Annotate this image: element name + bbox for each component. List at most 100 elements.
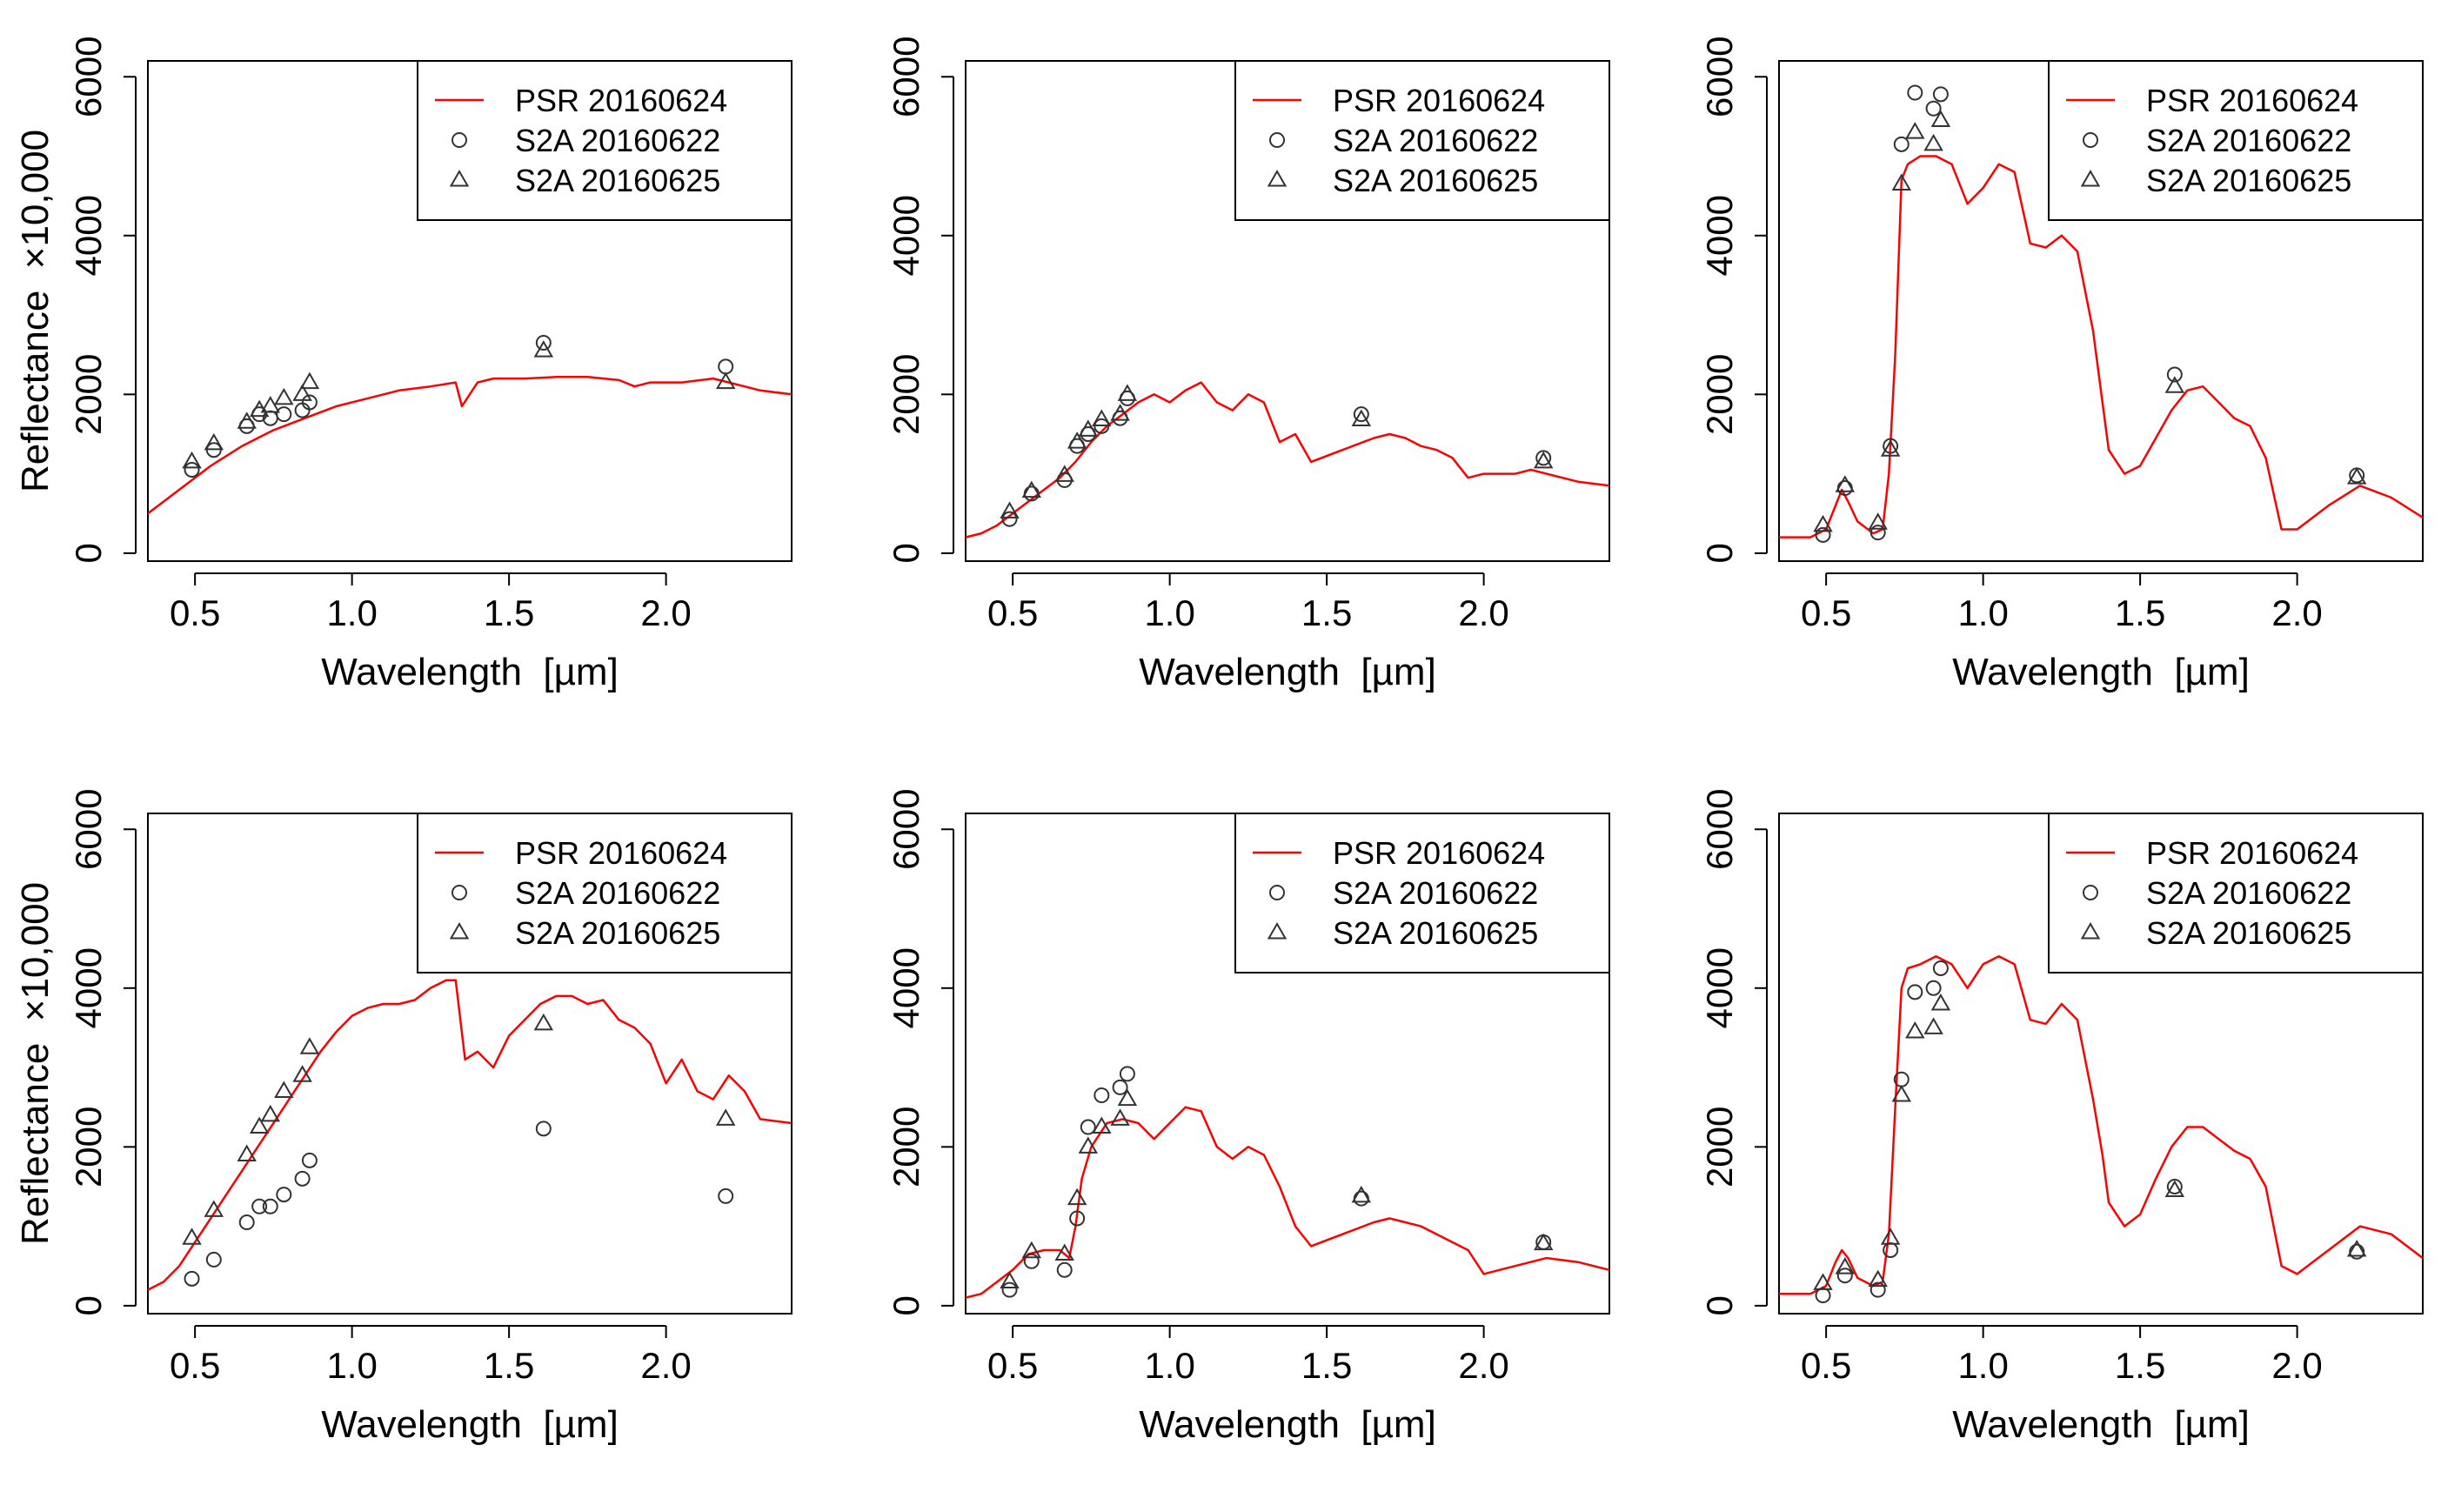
data-point-s2a-0622 [1932,960,1949,976]
data-point-s2a-0622 [2166,366,2183,383]
x-tick-label: 1.5 [484,592,534,633]
y-tick-label: 4000 [68,947,109,1028]
legend: PSR 20160624 S2A 20160622 S2A 20160625 [2048,813,2424,973]
data-point-s2a-0622 [1119,1066,1135,1082]
data-point-s2a-0622 [205,1251,222,1268]
data-point-s2a-0622 [1535,450,1552,466]
data-point-s2a-0625 [1092,1116,1112,1134]
legend-entry-label: S2A 20160625 [1333,915,1538,951]
legend-entry-label: S2A 20160625 [2146,163,2351,198]
chart-panel-bottom-left: 0.5 1.0 1.5 2.0 Wavelength [µm] 0 2000 4000 6000… [14,789,793,1446]
data-point-s2a-0622 [1925,980,1942,996]
data-point-s2a-0622 [1893,136,1910,152]
chart-panel-bottom-right: 0.5 1.0 1.5 2.0 Wavelength [µm] 0 2000 4000 6000… [1699,789,2424,1446]
data-point-s2a-0625 [1930,110,1951,127]
legend-key-triangle [1267,921,1288,940]
legend-entry-label: S2A 20160622 [1333,123,1538,158]
legend-key-circle [2083,132,2098,148]
y-tick-label: 0 [1699,543,1740,563]
data-point-s2a-0625 [1880,439,1901,457]
data-point-s2a-0622 [1815,526,1831,543]
data-point-s2a-0625 [1021,1241,1042,1259]
data-point-s2a-0625 [1835,1257,1856,1274]
data-point-s2a-0625 [299,371,320,390]
data-point-s2a-0622 [1836,1268,1853,1284]
legend-box [417,813,793,973]
series-line-psr [1779,955,2423,1295]
x-tick-label: 1.0 [1957,1345,2008,1386]
data-point-s2a-0622 [1907,984,1923,1000]
data-point-s2a-0622 [262,1198,278,1214]
legend-key-circle [1269,132,1285,148]
legend-entry-label: S2A 20160622 [1333,875,1538,911]
data-point-s2a-0622 [251,1198,268,1214]
x-tick-label: 2.0 [2271,1345,2322,1386]
data-point-s2a-0625 [1868,512,1888,530]
x-axis-label: Wavelength [µm] [321,1403,619,1446]
series-line-psr [148,979,792,1291]
data-point-s2a-0625 [2346,1239,2367,1257]
data-point-s2a-0625 [1000,1271,1020,1288]
data-point-s2a-0625 [2164,1180,2185,1198]
data-point-s2a-0622 [1001,1281,1018,1298]
x-tick-label: 1.5 [2115,1345,2165,1386]
data-point-s2a-0622 [1883,1241,1899,1258]
y-tick-label: 6000 [886,37,926,117]
legend-box [2048,813,2424,973]
y-tick-label: 6000 [68,789,109,870]
legend-entry-label: PSR 20160624 [1333,83,1545,118]
legend-box [1234,813,1610,973]
data-point-s2a-0622 [1883,438,1899,454]
data-point-s2a-0625 [1868,1269,1888,1288]
y-tick-label: 2000 [1699,1107,1740,1188]
data-point-s2a-0622 [1001,511,1018,527]
data-point-s2a-0622 [1056,1261,1073,1278]
data-point-s2a-0622 [294,402,311,418]
data-point-s2a-0625 [260,1104,281,1122]
chart-panel-top-right: 0.5 1.0 1.5 2.0 Wavelength [µm] 0 2000 4000 6000… [1699,37,2424,693]
data-point-s2a-0622 [294,1170,311,1187]
data-point-s2a-0622 [1815,1288,1831,1304]
data-point-s2a-0625 [1067,432,1087,449]
legend: PSR 20160624 S2A 20160622 S2A 20160625 [417,813,793,973]
data-point-s2a-0625 [292,1065,312,1082]
data-point-s2a-0625 [1835,475,1856,492]
data-point-s2a-0625 [1117,384,1138,401]
legend: PSR 20160624 S2A 20160622 S2A 20160625 [417,60,793,221]
x-tick-label: 1.0 [1144,1345,1194,1386]
legend-entry-label: S2A 20160622 [2146,875,2351,911]
data-point-s2a-0622 [1932,86,1949,103]
y-tick-label: 4000 [68,195,109,276]
y-tick-label: 2000 [886,354,926,435]
x-tick-label: 0.5 [1801,1345,1851,1386]
x-tick-label: 0.5 [987,1345,1038,1386]
data-point-s2a-0625 [2164,376,2185,393]
data-point-s2a-0625 [1000,501,1020,518]
data-point-s2a-0622 [718,1188,734,1204]
data-point-s2a-0625 [1533,451,1554,469]
data-point-s2a-0625 [1930,994,1951,1011]
y-tick-label: 0 [886,1295,926,1315]
x-tick-label: 0.5 [987,592,1038,633]
y-tick-label: 2000 [68,1107,109,1188]
x-tick-label: 1.5 [2115,592,2165,633]
data-point-s2a-0622 [301,1152,318,1168]
x-tick-label: 1.0 [326,592,377,633]
data-point-s2a-0625 [274,1080,294,1098]
data-point-s2a-0622 [276,1187,292,1203]
legend: PSR 20160624 S2A 20160622 S2A 20160625 [1234,60,1610,221]
data-point-s2a-0622 [1094,1087,1110,1104]
y-tick-label: 0 [1699,1295,1740,1315]
y-tick-label: 4000 [886,195,926,276]
data-point-s2a-0625 [1021,480,1042,498]
data-point-s2a-0622 [2349,1243,2365,1260]
x-axis-label: Wavelength [µm] [1952,1403,2250,1446]
data-point-s2a-0625 [204,432,224,451]
legend: PSR 20160624 S2A 20160622 S2A 20160625 [2048,60,2424,221]
legend-entry-label: S2A 20160622 [2146,123,2351,158]
legend-box [2048,60,2424,221]
data-point-s2a-0625 [1067,1188,1087,1206]
data-point-s2a-0622 [535,1121,552,1137]
data-point-s2a-0625 [1078,1136,1099,1154]
